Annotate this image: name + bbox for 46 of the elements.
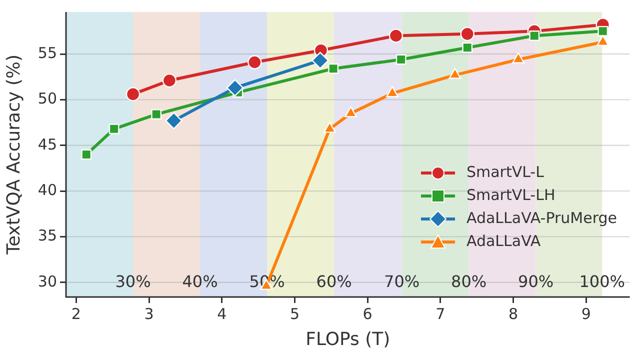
legend-label: SmartVL-L: [466, 162, 544, 183]
x-tick-label: 5: [290, 304, 300, 323]
y-tick-label: 30: [38, 272, 57, 290]
y-tick-label: 45: [38, 135, 57, 154]
point: [165, 112, 182, 130]
point: [386, 86, 399, 98]
y-axis-title: TextVQA Accuracy (%): [3, 54, 24, 256]
point: [328, 63, 339, 74]
band-label: 40%: [182, 272, 218, 292]
band-label: 100%: [579, 272, 625, 292]
y-tick-label: 35: [38, 226, 57, 245]
legend-label: SmartVL-LH: [466, 185, 556, 206]
x-tick-label: 4: [217, 304, 227, 323]
x-tick-label: 6: [362, 304, 372, 323]
x-tick-label: 7: [436, 304, 446, 323]
point: [312, 52, 329, 70]
y-tick-label: 50: [38, 90, 57, 108]
point: [460, 26, 474, 42]
point: [126, 87, 140, 102]
x-axis-title: FLOPs (T): [306, 328, 390, 350]
legend-label: AdaLLaVA-PruMerge: [466, 208, 617, 229]
band-label: 60%: [316, 272, 352, 292]
point: [151, 109, 162, 120]
point: [108, 124, 120, 134]
band-label: 30%: [115, 272, 151, 292]
point: [598, 26, 608, 36]
band-label: 80%: [451, 272, 487, 292]
x-tick-label: 8: [508, 304, 518, 323]
point: [529, 30, 540, 41]
x-tick-label: 2: [71, 304, 81, 323]
point: [396, 54, 406, 65]
point: [323, 122, 336, 133]
point: [462, 42, 473, 53]
band-label: 90%: [518, 272, 554, 292]
point: [226, 79, 244, 96]
point: [248, 55, 262, 70]
x-tick-label: 9: [581, 304, 591, 323]
y-tick-label: 55: [38, 44, 57, 62]
band-label: 70%: [384, 272, 420, 292]
y-tick-label: 40: [38, 180, 57, 199]
point: [162, 73, 177, 88]
x-tick-label: 3: [144, 304, 154, 323]
point: [344, 106, 358, 118]
point: [81, 149, 92, 160]
point: [388, 28, 404, 43]
legend-label: AdaLLaVA: [466, 231, 541, 252]
